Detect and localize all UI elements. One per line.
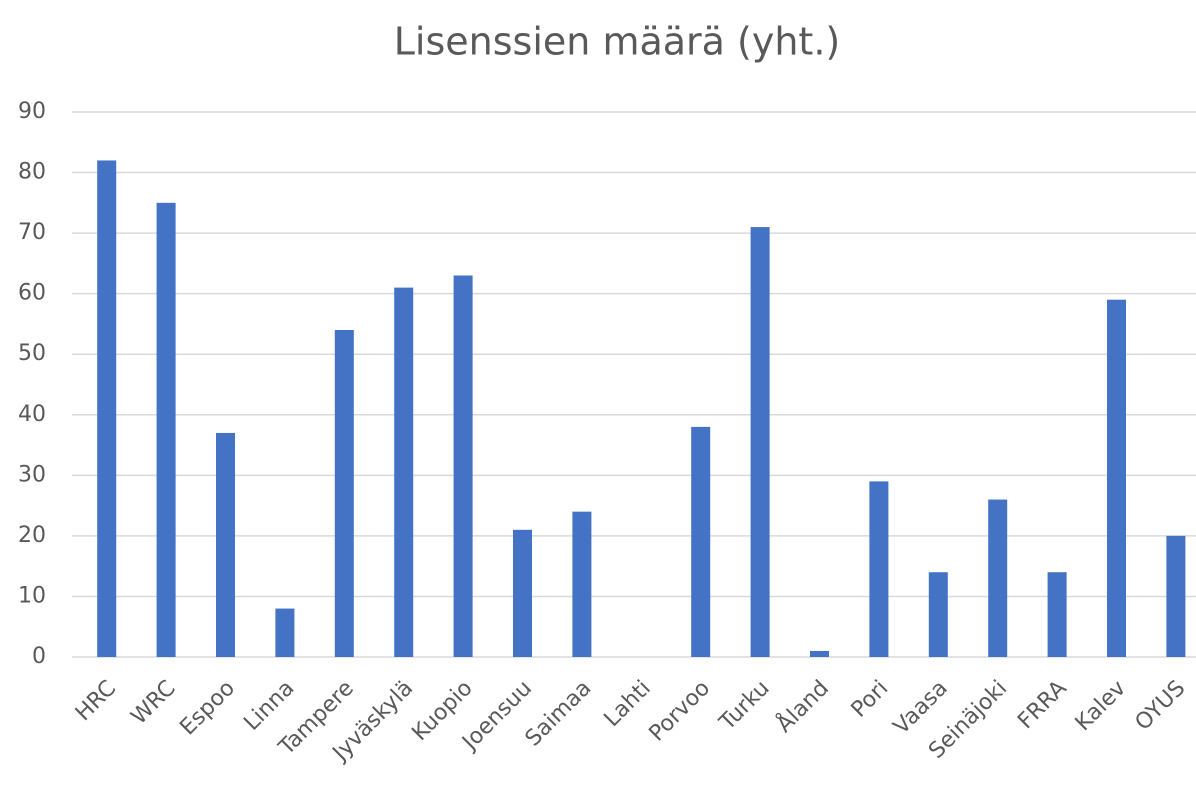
x-tick-label: WRC: [127, 676, 181, 730]
bar: [275, 608, 295, 657]
bar: [334, 330, 354, 657]
y-tick-label: 60: [18, 281, 46, 306]
x-tick-label: Kalev: [1071, 676, 1131, 736]
y-tick-label: 70: [18, 220, 46, 245]
bar: [394, 287, 414, 657]
x-tick-label: Turku: [714, 676, 774, 736]
x-tick-label: Porvoo: [645, 676, 716, 747]
bar: [1166, 535, 1186, 657]
bar: [750, 227, 770, 658]
bar: [809, 650, 830, 657]
bar: [156, 202, 176, 658]
y-tick-label: 10: [18, 583, 46, 608]
y-tick-label: 40: [18, 402, 46, 427]
x-tick-label: HRC: [71, 676, 121, 726]
y-tick-label: 50: [18, 341, 46, 366]
x-tick-label: Lahti: [600, 676, 656, 732]
x-tick-label: Åland: [771, 674, 834, 737]
x-tick-label: OYUS: [1131, 676, 1191, 736]
y-tick-label: 90: [18, 99, 46, 124]
y-tick-label: 30: [18, 462, 46, 487]
bar: [988, 499, 1008, 657]
chart-title: Lisenssien määrä (yht.): [394, 20, 840, 64]
x-tick-label: Saimaa: [521, 676, 597, 752]
x-tick-label: Espoo: [175, 676, 240, 741]
bar: [1047, 572, 1067, 657]
y-tick-label: 80: [18, 160, 46, 185]
bar: [1106, 299, 1127, 657]
bar: [928, 572, 948, 657]
y-tick-label: 0: [32, 644, 46, 669]
bar: [691, 426, 711, 657]
y-tick-label: 20: [18, 523, 46, 548]
bar: [453, 275, 473, 657]
bar: [97, 160, 117, 657]
bar: [869, 481, 889, 657]
bar: [512, 529, 533, 657]
x-tick-label: Pori: [847, 676, 894, 723]
x-tick-label: FRRA: [1013, 676, 1071, 734]
bar: [215, 432, 236, 657]
bar: [572, 511, 592, 657]
